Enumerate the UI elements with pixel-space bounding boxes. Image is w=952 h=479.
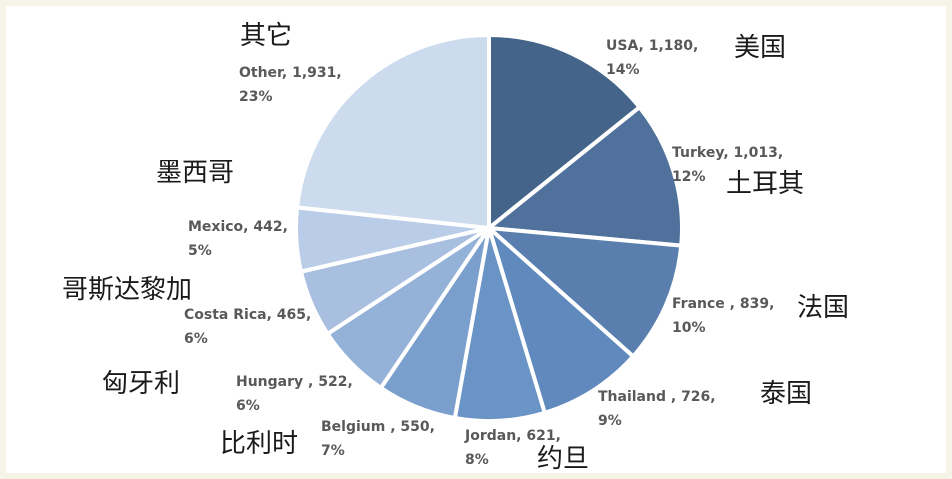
data-label-belgium: Belgium , 550, 7% [321,419,435,459]
pie-slices [294,33,684,424]
pie-slice-usa [487,33,642,230]
data-label-costa-rica: Costa Rica, 465, 6% [184,307,311,347]
data-label-other: Other, 1,931, 23% [239,65,342,105]
frame-edge-right [946,0,952,479]
zh-label-france: 法国 [797,293,849,323]
data-label-turkey: Turkey, 1,013, 12% [672,145,783,185]
zh-label-costa-rica: 哥斯达黎加 [62,275,192,305]
data-label-france: France , 839, 10% [672,296,774,336]
data-label-thailand: Thailand , 726, 9% [598,389,716,429]
pie-data-labels: USA, 1,180, 14% Turkey, 1,013, 12% France , … [184,38,783,468]
zh-label-turkey: 土耳其 [726,169,804,199]
data-label-usa: USA, 1,180, 14% [606,38,698,78]
zh-label-thailand: 泰国 [760,379,812,409]
data-label-hungary: Hungary , 522, 6% [236,374,353,414]
zh-label-belgium: 比利时 [220,429,298,459]
zh-label-jordan: 约旦 [537,444,589,474]
pie-slice-other [295,33,491,230]
frame-edge-top [0,0,952,6]
frame-edge-bottom [0,473,952,479]
pie-slice-thailand [487,226,636,415]
zh-label-hungary: 匈牙利 [102,369,180,399]
frame-edge-left [0,0,6,479]
data-label-jordan: Jordan, 621, 8% [464,428,561,468]
zh-label-other: 其它 [240,21,292,51]
zh-label-usa: 美国 [734,33,786,63]
data-label-mexico: Mexico, 442, 5% [188,219,288,259]
zh-label-mexico: 墨西哥 [156,158,234,188]
pie-slice-france [487,226,684,359]
pie-slice-turkey [487,105,684,248]
